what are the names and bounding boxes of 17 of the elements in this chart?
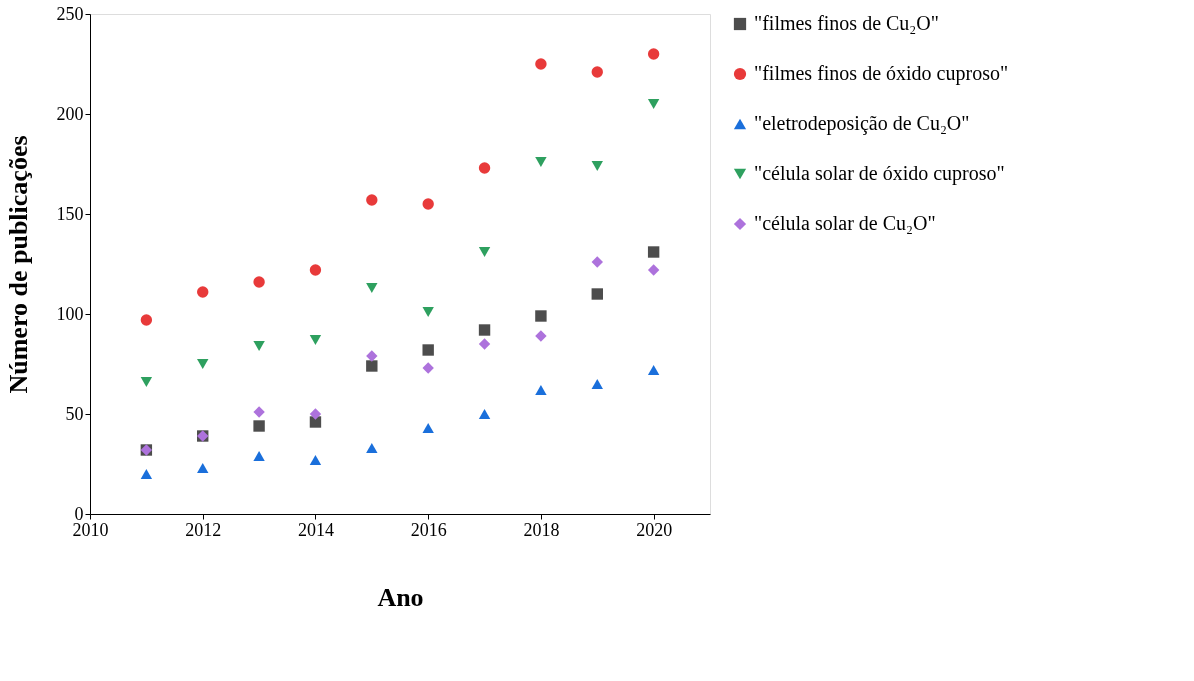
y-tick-label: 250	[56, 3, 84, 24]
x-axis-title: Ano	[377, 582, 424, 612]
legend-label: "filmes finos de óxido cuproso"	[754, 62, 1009, 85]
x-tick-label: 2014	[297, 519, 334, 540]
y-axis-title: Número de publicações	[3, 135, 33, 394]
x-tick-label: 2020	[636, 519, 673, 540]
legend-label: "filmes finos de Cu₂O"	[754, 12, 939, 34]
x-tick-label: 2012	[185, 519, 222, 540]
legend-label: "célula solar de Cu₂O"	[754, 212, 936, 234]
y-tick-label: 50	[65, 403, 84, 424]
legend-label: "eletrodeposição de Cu₂O"	[754, 112, 970, 135]
legend-label: "célula solar de óxido cuproso"	[754, 162, 1005, 185]
y-tick-label: 200	[56, 103, 84, 124]
y-tick-label: 150	[56, 203, 84, 224]
y-tick-label: 100	[56, 303, 84, 324]
x-tick-label: 2018	[523, 519, 560, 540]
x-tick-label: 2016	[410, 519, 447, 540]
